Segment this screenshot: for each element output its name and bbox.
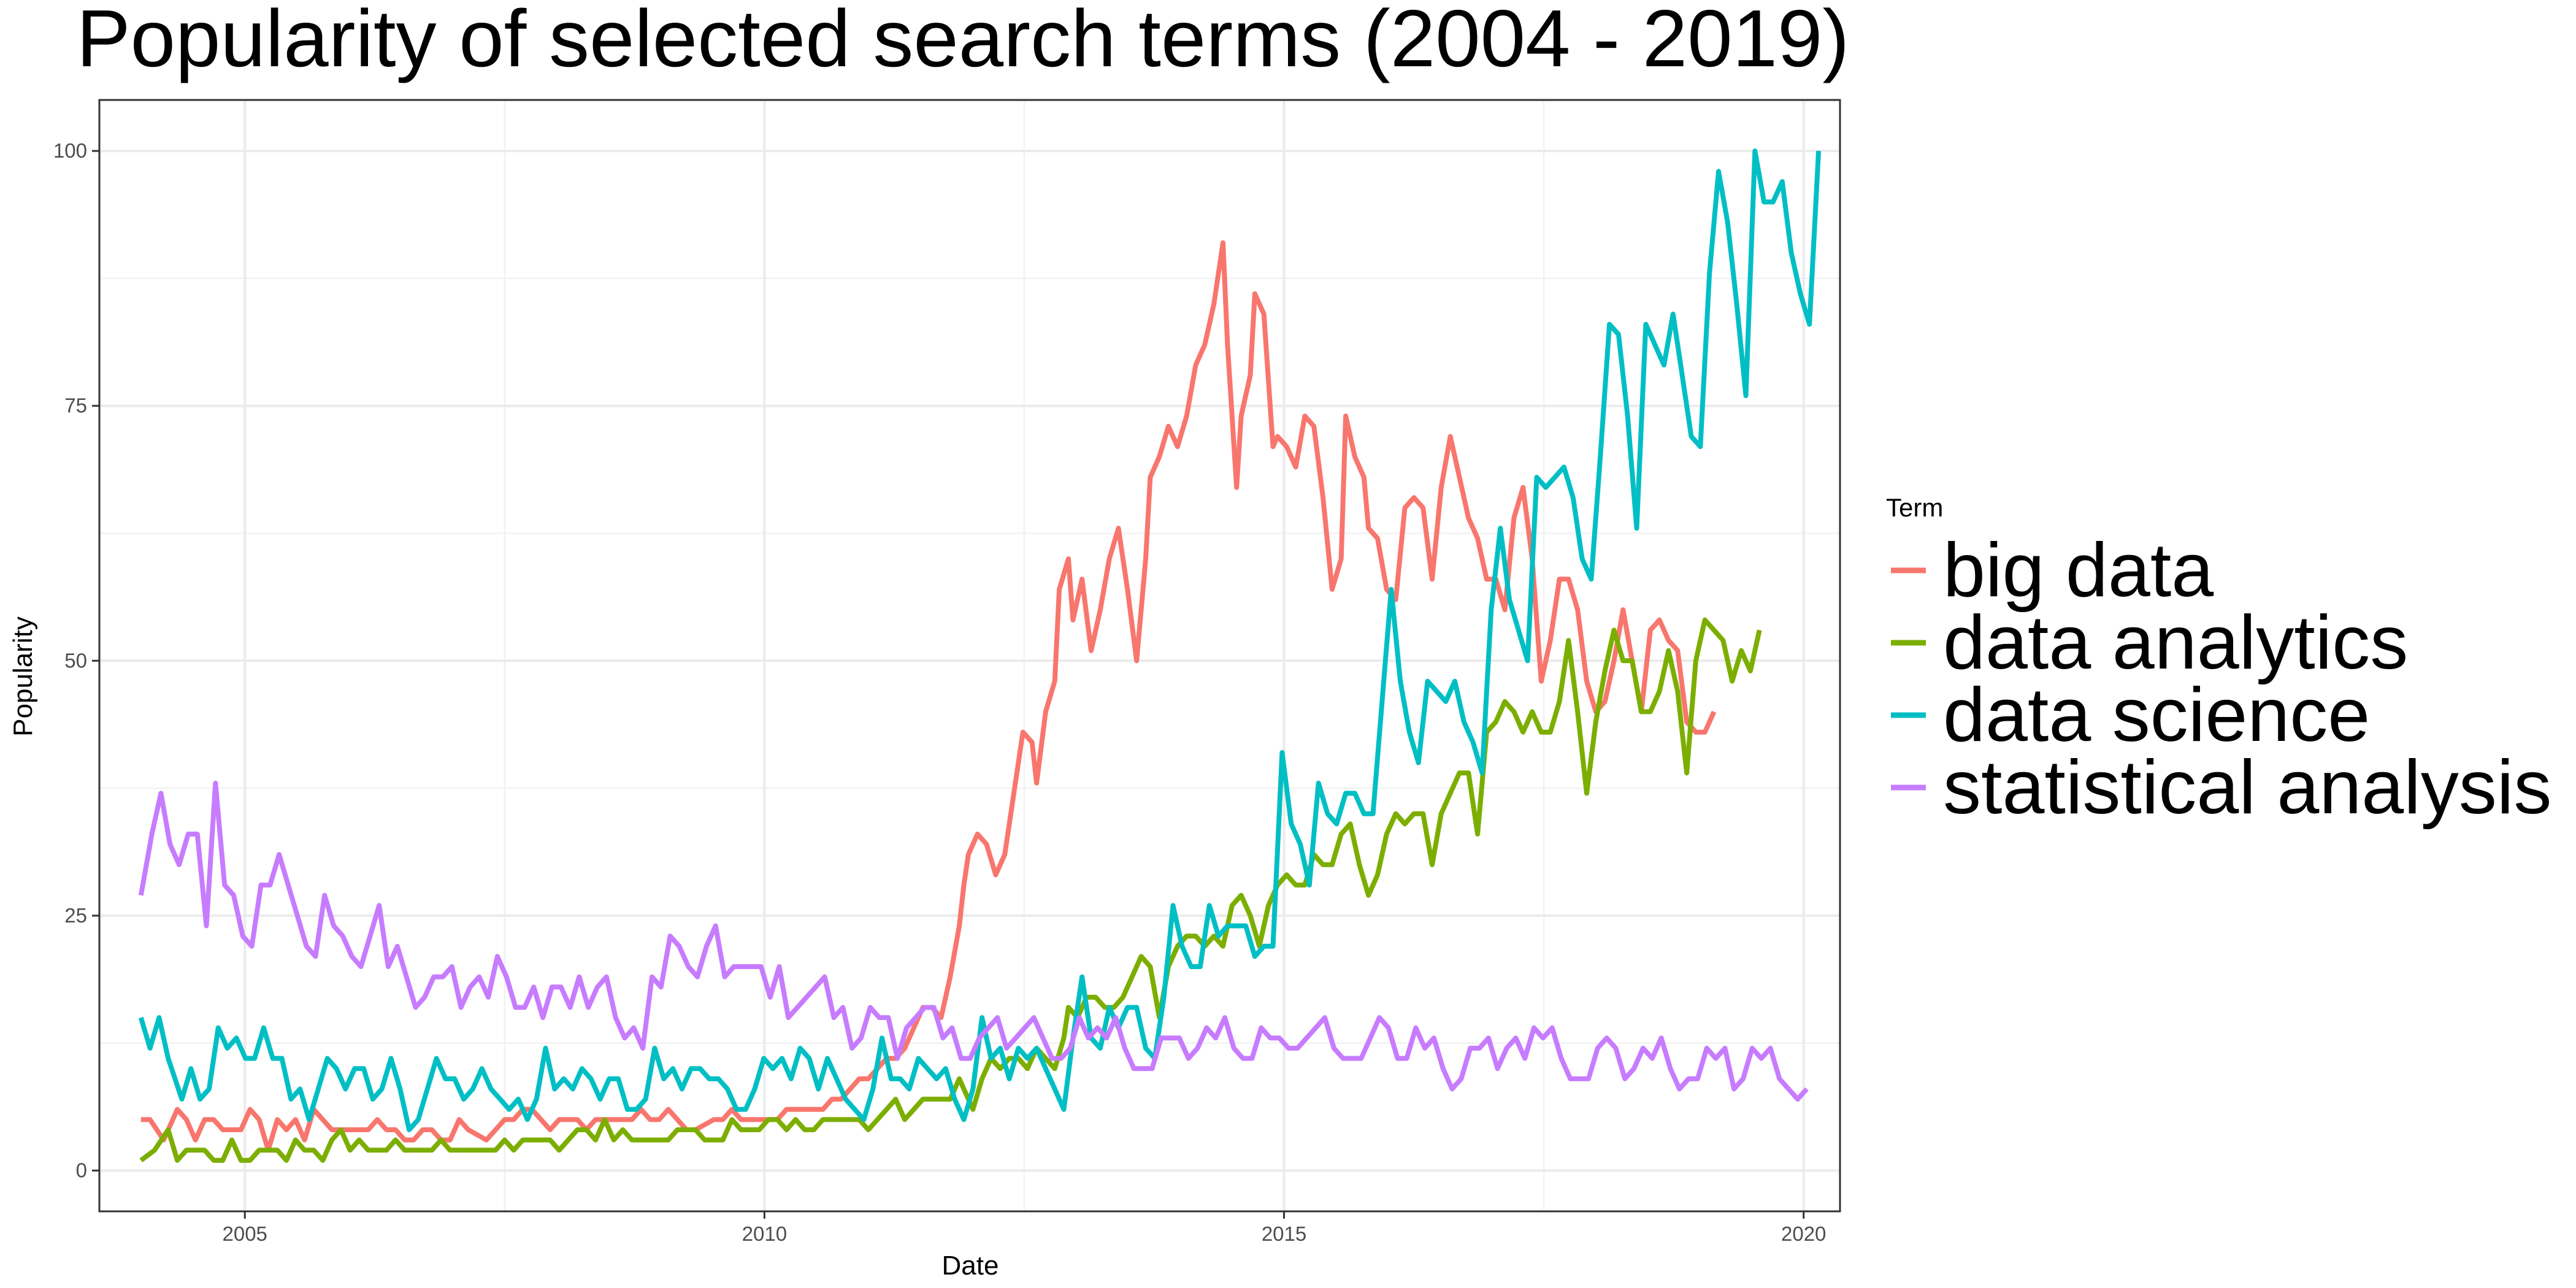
y-axis-title: Popularity <box>8 616 38 737</box>
series-line-big-data <box>140 240 1717 1153</box>
series-line-data-science <box>138 148 1822 1132</box>
x-tick-label: 2020 <box>1781 1222 1826 1245</box>
y-tick-label: 50 <box>64 649 87 672</box>
x-tick-label: 2005 <box>222 1222 267 1245</box>
legend-label-statistical-analysis: statistical analysis <box>1943 745 2551 830</box>
series-line-statistical-analysis <box>138 780 1809 1102</box>
legend-label-big-data: big data <box>1943 528 2214 613</box>
grid-layer <box>99 100 1840 1211</box>
y-tick-label: 100 <box>53 139 87 162</box>
y-tick-label: 75 <box>64 394 87 417</box>
axis-layer: 2005 2010 2015 2020 0 25 50 75 100 <box>53 139 1826 1245</box>
x-tick-label: 2010 <box>742 1222 787 1245</box>
series-layer <box>138 148 1822 1163</box>
legend-label-data-science: data science <box>1943 673 2370 757</box>
legend-label-data-analytics: data analytics <box>1943 600 2408 685</box>
legend-title: Term <box>1886 493 1943 522</box>
x-axis-title: Date <box>942 1251 999 1281</box>
x-tick-label: 2015 <box>1262 1222 1306 1245</box>
plot-panel-border <box>98 99 1841 1213</box>
y-tick-label: 25 <box>64 904 87 927</box>
series-line-data-analytics <box>139 617 1762 1163</box>
y-tick-label: 0 <box>76 1159 87 1182</box>
chart-title: Popularity of selected search terms (200… <box>77 0 1850 83</box>
